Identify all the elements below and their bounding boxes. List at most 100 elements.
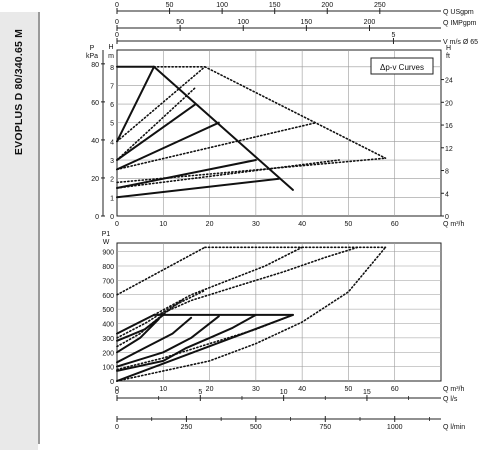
- power-dotted-curve-11: [116, 314, 294, 371]
- y-tick-label-ft: 8: [445, 169, 449, 176]
- power-solid-curve-4: [116, 315, 220, 368]
- head-solid-curve-5: [116, 159, 257, 189]
- head-dotted-curve-8: [116, 66, 206, 143]
- y-axis-unit-power: P1: [102, 231, 111, 238]
- bottom-axis-tick-label: 0: [115, 389, 119, 396]
- panel-frame-1: [116, 242, 442, 382]
- top-axis-tick-label: 250: [374, 2, 386, 9]
- x-tick-label: 0: [115, 386, 119, 393]
- y-tick-label-w: 0: [110, 379, 114, 386]
- y-axis-label-mid: m: [108, 53, 114, 60]
- y-axis-unit-left: P: [90, 45, 95, 52]
- top-axis-tick-label: 0: [115, 32, 119, 39]
- y-tick-label-ft: 24: [445, 78, 453, 85]
- bottom-axis-label: Q l/min: [443, 424, 465, 431]
- bottom-axis-tick-label: 10: [280, 389, 288, 396]
- y-tick-label-ft: 20: [445, 100, 453, 107]
- power-solid-curve-6: [116, 318, 160, 354]
- x-tick-label: 50: [345, 386, 353, 393]
- y-tick-label-w: 500: [102, 307, 114, 314]
- y-tick-label-m: 6: [110, 102, 114, 109]
- legend-box: [370, 57, 434, 75]
- x-tick-label: 10: [159, 386, 167, 393]
- bottom-axis-tick-label: 5: [198, 389, 202, 396]
- top-axis-label: Q USgpm: [443, 9, 474, 16]
- y-tick-label-ft: 4: [445, 191, 449, 198]
- power-dotted-curve-14: [116, 299, 183, 348]
- x-axis-label: Q m³/h: [443, 221, 464, 228]
- x-tick-label: 0: [115, 221, 119, 228]
- x-tick-label: 10: [159, 221, 167, 228]
- panel-frame-0: [116, 49, 442, 217]
- bottom-axis-tick-label: 1000: [387, 424, 403, 431]
- y-tick-label-kpa: 0: [95, 214, 99, 221]
- bottom-axis-tick-label: 15: [363, 389, 371, 396]
- top-axis-tick-label: 150: [301, 19, 313, 26]
- top-axis-tick-label: 0: [115, 19, 119, 26]
- y-tick-label-m: 2: [110, 177, 114, 184]
- top-axis-tick-label: 50: [166, 2, 174, 9]
- y-tick-label-kpa: 20: [91, 176, 99, 183]
- x-tick-label: 30: [252, 221, 260, 228]
- head-dotted-curve-9: [204, 66, 387, 159]
- y-tick-label-m: 3: [110, 158, 114, 165]
- y-axis-unit-right: H: [446, 45, 451, 52]
- head-dotted-curve-13: [116, 157, 387, 184]
- y-axis-label-power: W: [103, 239, 110, 246]
- head-dotted-curve-10: [116, 86, 197, 161]
- legend-label: Δp-v Curves: [380, 63, 424, 72]
- y-tick-label-ft: 12: [445, 146, 453, 153]
- y-tick-label-w: 600: [102, 293, 114, 300]
- power-dotted-curve-12: [157, 246, 359, 316]
- bottom-axis-label: Q l/s: [443, 396, 458, 403]
- y-tick-label-ft: 16: [445, 123, 453, 130]
- power-dotted-curve-8: [116, 246, 206, 296]
- y-axis-label-left: kPa: [86, 53, 98, 60]
- y-tick-label-w: 400: [102, 322, 114, 329]
- power-dotted-curve-15: [116, 289, 206, 339]
- x-axis-label: Q m³/h: [443, 386, 464, 393]
- power-solid-curve-5: [116, 316, 193, 364]
- y-tick-label-m: 0: [110, 214, 114, 221]
- head-dotted-curve-11: [116, 121, 317, 171]
- top-axis-tick-label: 100: [216, 2, 228, 9]
- top-axis-tick-label: 150: [269, 2, 281, 9]
- bottom-axis-tick-label: 250: [181, 424, 193, 431]
- head-solid-curve-6: [116, 177, 280, 199]
- side-rule: [38, 12, 40, 444]
- y-axis-label-right: ft: [446, 53, 450, 60]
- y-tick-label-w: 900: [102, 250, 114, 257]
- head-solid-curve-3: [116, 103, 197, 161]
- top-axis-label: V m/s Ø 65: [443, 39, 478, 46]
- y-tick-label-kpa: 40: [91, 138, 99, 145]
- y-tick-label-ft: 0: [445, 214, 449, 221]
- side-tab: [0, 12, 38, 450]
- y-tick-label-m: 1: [110, 195, 114, 202]
- top-axis-tick-label: 50: [176, 19, 184, 26]
- bottom-axis-tick-label: 750: [319, 424, 331, 431]
- top-axis-tick-label: 200: [364, 19, 376, 26]
- power-solid-curve-0: [116, 313, 155, 335]
- x-tick-label: 40: [298, 221, 306, 228]
- bottom-axis-tick-label: 0: [115, 424, 119, 431]
- x-tick-label: 60: [391, 221, 399, 228]
- top-axis-tick-label: 100: [237, 19, 249, 26]
- power-dotted-curve-13: [153, 246, 303, 316]
- top-axis-tick-label: 200: [321, 2, 333, 9]
- x-tick-label: 40: [298, 386, 306, 393]
- x-tick-label: 50: [345, 221, 353, 228]
- y-tick-label-kpa: 60: [91, 100, 99, 107]
- y-axis-unit-mid: H: [108, 44, 113, 51]
- top-axis-label: Q IMPgpm: [443, 20, 477, 27]
- head-dotted-curve-12: [116, 159, 341, 189]
- top-axis-tick-label: 5: [392, 32, 396, 39]
- x-tick-label: 20: [206, 386, 214, 393]
- y-tick-label-w: 300: [102, 336, 114, 343]
- head-solid-curve-2: [116, 65, 155, 143]
- y-tick-label-m: 8: [110, 65, 114, 72]
- y-tick-label-m: 7: [110, 83, 114, 90]
- y-tick-label-w: 200: [102, 350, 114, 357]
- y-tick-label-kpa: 80: [91, 62, 99, 69]
